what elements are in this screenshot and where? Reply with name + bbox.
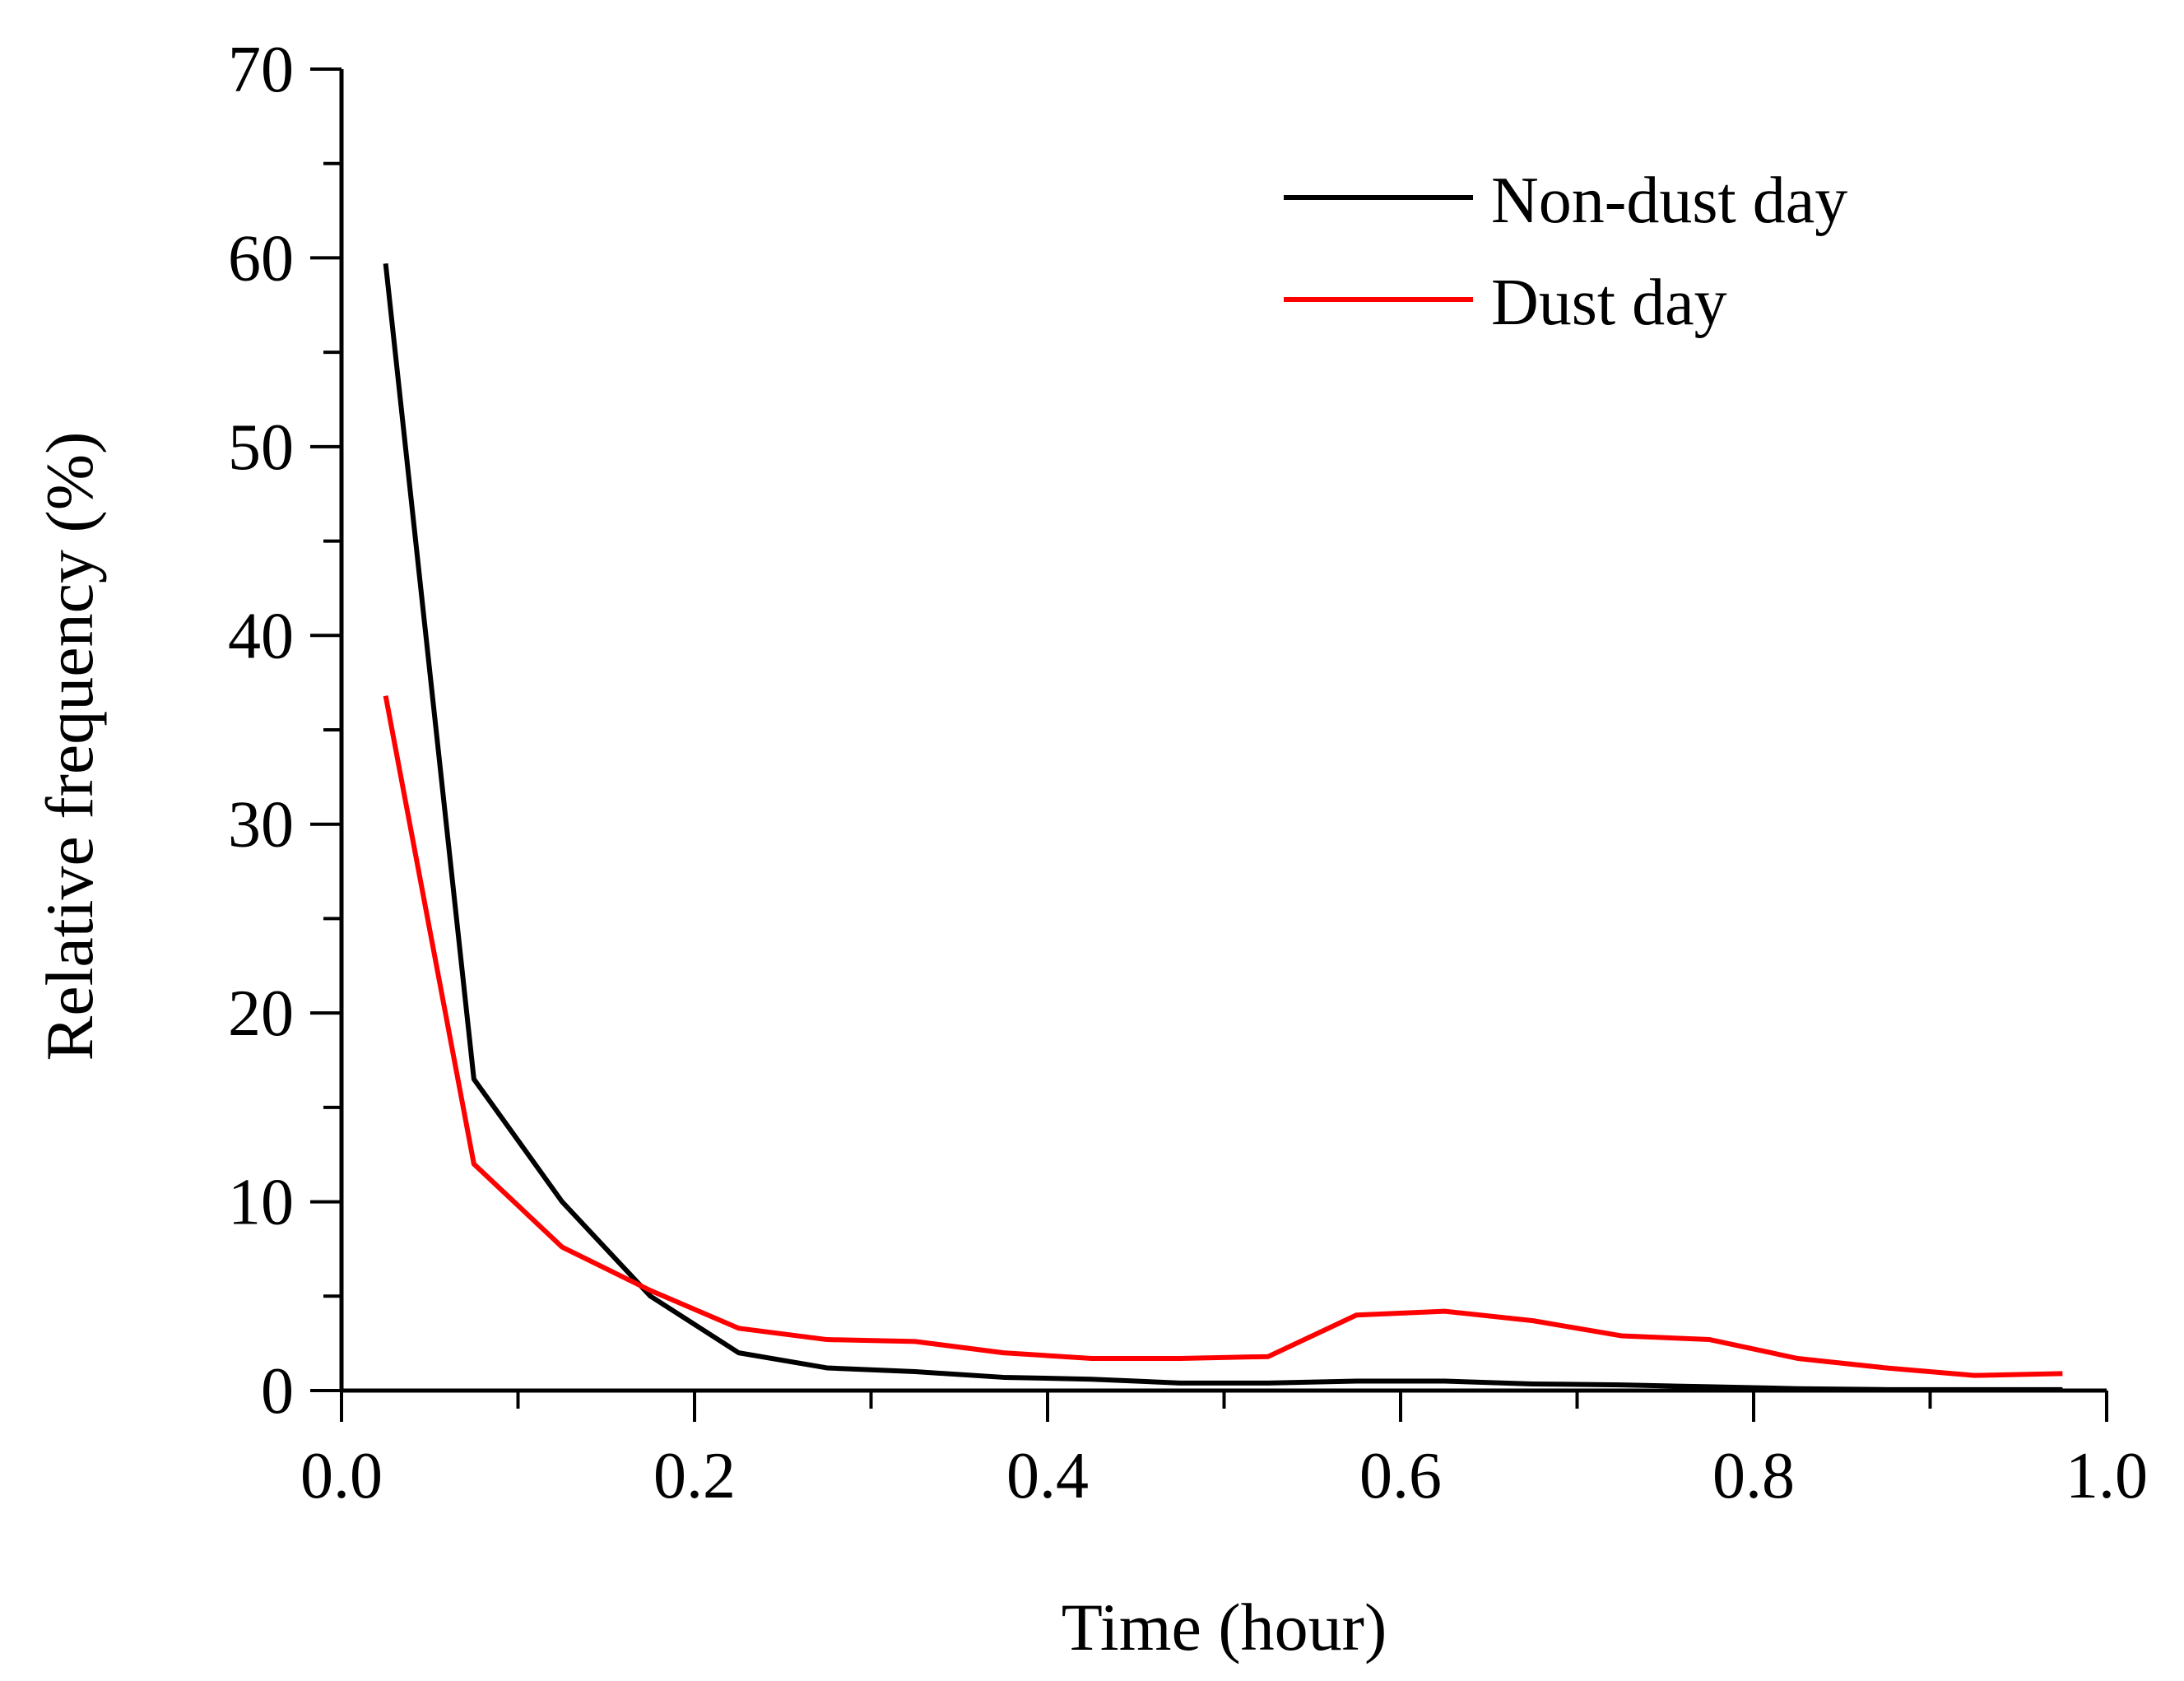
data-point bbox=[1707, 1384, 1712, 1389]
y-tick-label: 30 bbox=[228, 789, 294, 861]
data-point bbox=[1178, 1381, 1183, 1386]
legend: Non-dust day Dust day bbox=[1284, 165, 1847, 339]
y-tick-label: 0 bbox=[261, 1355, 294, 1428]
data-point bbox=[1884, 1365, 1889, 1370]
data-point bbox=[383, 694, 388, 699]
y-tick-label: 20 bbox=[228, 977, 294, 1050]
data-point bbox=[560, 1200, 565, 1205]
y-tick-label: 60 bbox=[228, 222, 294, 295]
data-point bbox=[2060, 1371, 2065, 1376]
y-tick-label: 70 bbox=[228, 34, 294, 106]
data-point bbox=[825, 1337, 829, 1342]
data-point bbox=[1266, 1354, 1271, 1359]
x-tick-label: 0.4 bbox=[1006, 1440, 1089, 1512]
data-point bbox=[2060, 1387, 2065, 1392]
data-point bbox=[648, 1288, 653, 1293]
data-point bbox=[1001, 1375, 1006, 1380]
y-tick-label: 50 bbox=[228, 411, 294, 484]
x-tick-label: 0.8 bbox=[1712, 1440, 1795, 1512]
y-axis-title: Relative frequency (%) bbox=[32, 432, 107, 1061]
x-tick-label: 0.6 bbox=[1359, 1440, 1442, 1512]
data-point bbox=[1619, 1382, 1624, 1387]
data-point bbox=[913, 1339, 918, 1344]
data-point bbox=[1001, 1350, 1006, 1355]
data-point bbox=[1707, 1337, 1712, 1342]
data-point bbox=[1090, 1356, 1094, 1361]
data-point bbox=[913, 1369, 918, 1374]
legend-item: Dust day bbox=[1284, 267, 1727, 339]
series-line bbox=[383, 262, 2063, 1392]
axes: 0 10 20 30 40 50 60 70 0.0 0.2 0.4 0.6 0.8 1.0 bbox=[228, 34, 2148, 1512]
data-point bbox=[648, 1293, 653, 1298]
x-tick-label: 1.0 bbox=[2066, 1440, 2148, 1512]
data-point bbox=[383, 261, 388, 266]
series-non-dust-day bbox=[383, 261, 2065, 1392]
legend-label: Non-dust day bbox=[1491, 165, 1847, 237]
series-layer bbox=[383, 261, 2065, 1392]
data-point bbox=[1354, 1379, 1359, 1384]
data-point bbox=[1531, 1381, 1536, 1386]
y-tick-label: 10 bbox=[228, 1167, 294, 1239]
data-point bbox=[1796, 1356, 1801, 1361]
data-point bbox=[737, 1350, 741, 1355]
x-axis-title: Time (hour) bbox=[1062, 1590, 1387, 1665]
data-point bbox=[472, 1162, 476, 1167]
data-point bbox=[1796, 1386, 1801, 1391]
data-point bbox=[737, 1326, 741, 1330]
data-point bbox=[1884, 1387, 1889, 1392]
data-point bbox=[1619, 1333, 1624, 1338]
data-point bbox=[1443, 1379, 1447, 1384]
series-line bbox=[383, 695, 2063, 1378]
data-point bbox=[1178, 1356, 1183, 1361]
series-dust-day bbox=[383, 694, 2065, 1378]
x-tick-label: 0.0 bbox=[300, 1440, 383, 1512]
data-point bbox=[1090, 1377, 1094, 1381]
data-point bbox=[1972, 1387, 1977, 1392]
x-tick-label: 0.2 bbox=[653, 1440, 736, 1512]
data-point bbox=[1531, 1318, 1536, 1323]
data-point bbox=[1354, 1312, 1359, 1317]
data-point bbox=[825, 1365, 829, 1370]
data-point bbox=[1972, 1373, 1977, 1378]
legend-label: Dust day bbox=[1491, 267, 1727, 339]
data-point bbox=[1266, 1381, 1271, 1386]
y-tick-label: 40 bbox=[228, 600, 294, 672]
data-point bbox=[560, 1245, 565, 1250]
legend-item: Non-dust day bbox=[1284, 165, 1847, 237]
data-point bbox=[472, 1076, 476, 1081]
data-point bbox=[1443, 1309, 1447, 1314]
